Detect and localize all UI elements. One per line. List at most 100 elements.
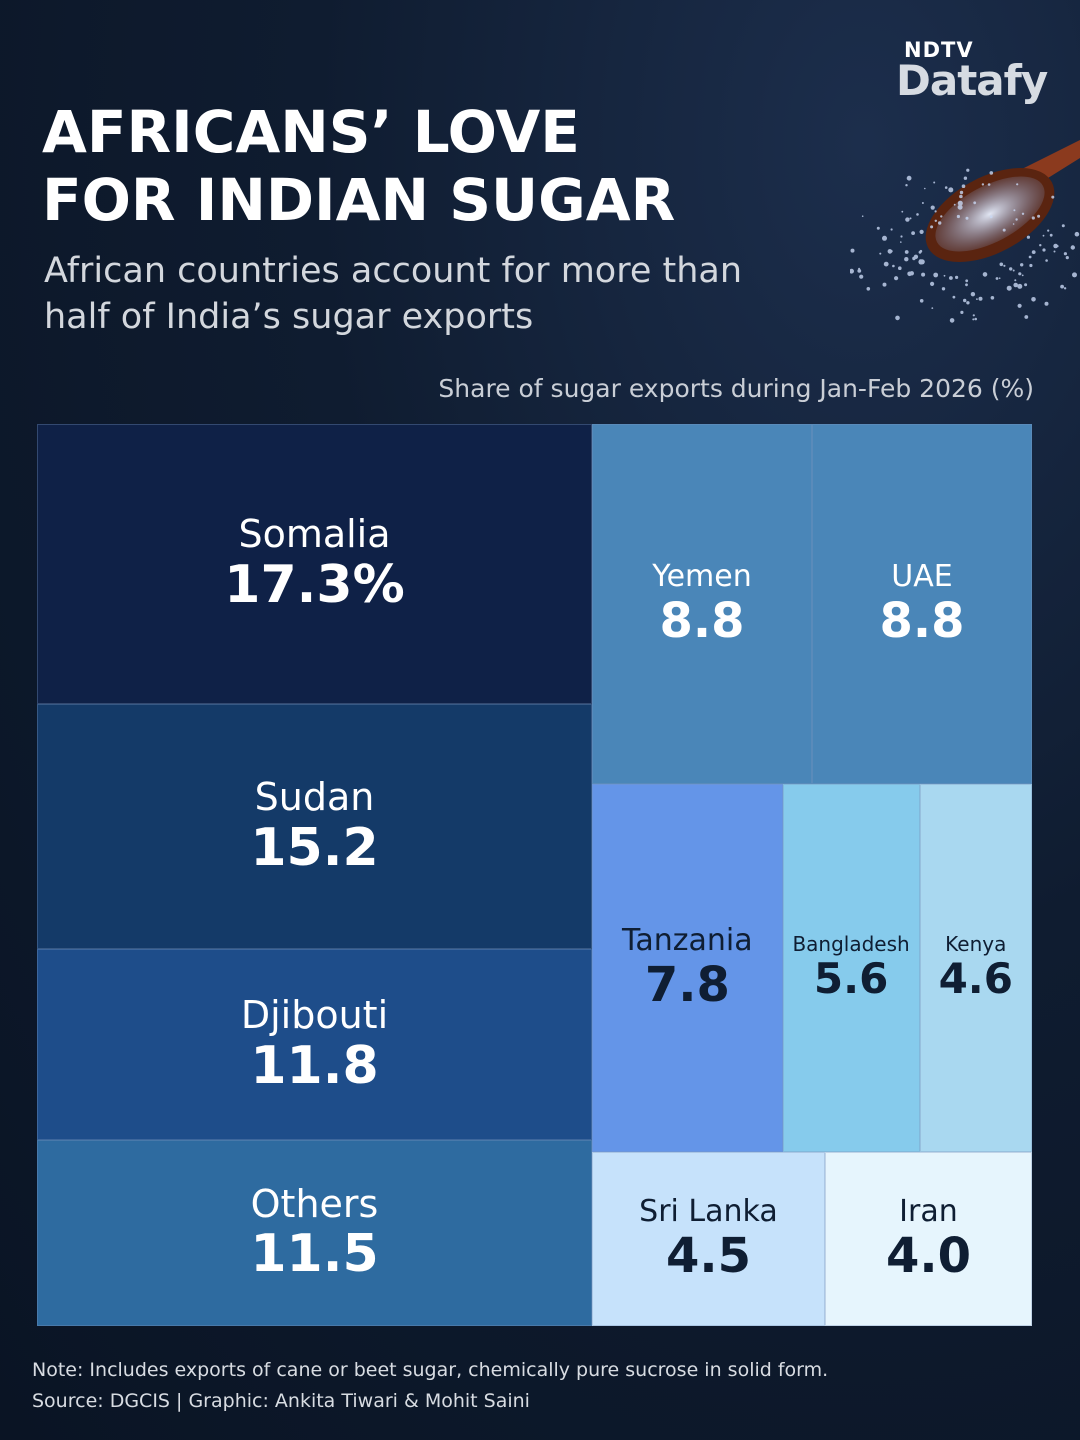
treemap-tile-sudan: Sudan 15.2 <box>37 703 592 950</box>
sugar-grain <box>978 296 983 301</box>
sugar-grain <box>966 168 970 172</box>
tile-value-uae: 8.8 <box>879 592 965 649</box>
sugar-grain <box>1042 234 1045 237</box>
sugar-grain <box>1024 283 1028 287</box>
tile-label-sri-lanka: Sri Lanka <box>639 1194 778 1230</box>
sugar-grain <box>887 249 892 253</box>
sugar-grain <box>1006 285 1012 291</box>
sugar-grain <box>972 314 975 317</box>
sugar-grain <box>1063 287 1067 290</box>
sugar-grain <box>930 225 934 229</box>
sugar-grain <box>1060 284 1064 289</box>
sugar-grain <box>949 276 953 280</box>
sugar-grain <box>1026 235 1030 239</box>
sugar-grain <box>955 275 959 279</box>
tile-label-others: Others <box>250 1181 379 1226</box>
sugar-grain <box>1074 231 1080 237</box>
tile-label-iran: Iran <box>899 1194 958 1230</box>
sugar-grain <box>918 250 922 254</box>
sugar-grain <box>948 187 954 193</box>
footer-source: Source: DGCIS | Graphic: Ankita Tiwari &… <box>32 1390 530 1412</box>
sugar-grain <box>960 310 964 314</box>
sugar-grain <box>941 287 946 291</box>
sugar-grain <box>857 269 862 273</box>
sugar-grain <box>1016 183 1019 186</box>
treemap-chart: Somalia 17.3% Sudan 15.2 Djibouti 11.8 Others 1… <box>37 424 1032 1326</box>
sugar-grain <box>998 277 1001 279</box>
sugar-grain <box>1051 195 1055 199</box>
footer: Note: Includes exports of cane or beet s… <box>32 1355 828 1417</box>
sugar-grain <box>959 194 963 199</box>
treemap-tile-bangladesh: Bangladesh 5.6 <box>782 783 920 1153</box>
sugar-grain <box>1028 255 1032 259</box>
tile-label-somalia: Somalia <box>238 512 391 557</box>
sugar-grain <box>911 231 915 235</box>
sugar-grain <box>972 318 975 321</box>
sugar-grain <box>905 217 910 222</box>
sugar-grain <box>934 219 937 222</box>
sugar-grain <box>883 261 889 267</box>
tile-label-uae: UAE <box>891 559 953 595</box>
sugar-grain <box>957 200 963 206</box>
brand-logo: NDTV Datafy <box>896 38 1066 102</box>
sugar-grain <box>904 250 909 254</box>
sugar-scoop-illustration <box>850 140 1080 323</box>
sugar-grain <box>900 241 902 243</box>
sugar-grain <box>1049 233 1053 237</box>
sugar-grain <box>919 259 925 265</box>
sugar-grain <box>890 228 893 231</box>
sugar-grain <box>1018 272 1022 276</box>
tile-value-sri-lanka: 4.5 <box>665 1227 751 1284</box>
sugar-grain <box>974 317 977 321</box>
sugar-grain <box>904 257 909 262</box>
sugar-grain <box>1047 229 1050 232</box>
sugar-grain <box>973 201 977 205</box>
page-title: AFRICANS’ LOVE FOR INDIAN SUGAR <box>42 98 676 234</box>
sugar-grain <box>1072 272 1077 278</box>
sugar-grain <box>1021 274 1024 277</box>
sugar-grain <box>895 315 900 321</box>
sugar-grain <box>1061 224 1065 228</box>
sugar-grain <box>921 272 926 277</box>
brand-product: Datafy <box>896 56 1048 105</box>
sugar-grain <box>976 298 978 300</box>
treemap-tile-djibouti: Djibouti 11.8 <box>37 949 592 1141</box>
sugar-grain <box>924 187 926 190</box>
sugar-grain <box>970 292 976 297</box>
page-subtitle: African countries account for more than … <box>44 251 743 337</box>
sugar-grain <box>1003 264 1006 267</box>
sugar-grain <box>906 175 912 181</box>
sugar-grain <box>931 307 934 309</box>
treemap-tile-yemen: Yemen 8.8 <box>592 424 812 784</box>
sugar-grain <box>966 301 970 305</box>
sugar-grain <box>1053 250 1056 253</box>
sugar-grain <box>894 276 899 281</box>
sugar-grain <box>1031 297 1036 302</box>
tile-value-tanzania: 7.8 <box>644 956 730 1013</box>
sugar-grain <box>919 299 924 303</box>
sugar-grain <box>982 272 988 277</box>
sugar-grain <box>933 272 939 278</box>
brand-network: NDTV <box>904 38 974 62</box>
sugar-grain <box>1020 263 1024 267</box>
sugar-grain <box>930 205 935 210</box>
sugar-grain <box>859 274 864 279</box>
sugar-grain <box>1063 252 1067 256</box>
sugar-grain <box>1056 245 1059 248</box>
sugar-grain <box>898 266 902 270</box>
treemap-tile-tanzania: Tanzania 7.8 <box>592 783 783 1153</box>
sugar-grain <box>919 229 924 234</box>
treemap-tile-uae: UAE 8.8 <box>812 424 1032 784</box>
sugar-grain <box>1013 282 1018 288</box>
sugar-grain <box>879 252 882 255</box>
sugar-grain <box>965 279 969 283</box>
sugar-grain <box>953 203 956 206</box>
treemap-tile-iran: Iran 4.0 <box>824 1152 1032 1326</box>
tile-label-sudan: Sudan <box>254 775 375 820</box>
sugar-grain <box>850 248 855 253</box>
treemap-tile-others: Others 11.5 <box>37 1140 592 1326</box>
tile-value-yemen: 8.8 <box>659 592 745 649</box>
tile-value-iran: 4.0 <box>885 1227 971 1284</box>
treemap-tile-kenya: Kenya 4.6 <box>919 783 1032 1153</box>
sugar-grain <box>965 216 969 220</box>
